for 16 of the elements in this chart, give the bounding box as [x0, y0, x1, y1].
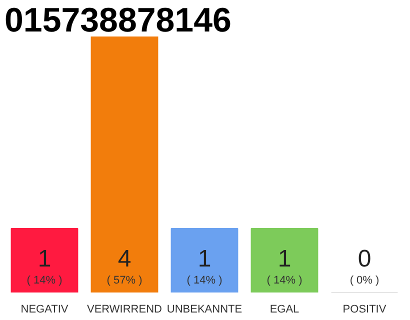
x-tick-label: VERWIRREND: [87, 304, 162, 316]
x-tick-label: NEGATIV: [20, 304, 69, 316]
annotation: ( 0% ): [350, 274, 380, 286]
annotation: ( 14% ): [266, 274, 302, 286]
annotation: ( 57% ): [106, 274, 142, 286]
x-tick-label: EGAL: [270, 304, 300, 316]
data-label: 0: [358, 246, 372, 272]
data-label: 1: [38, 246, 52, 272]
chart-title: 015738878146: [4, 2, 232, 40]
data-label: 1: [198, 246, 212, 272]
x-tick-label: UNBEKANNTE: [166, 304, 242, 316]
data-label: 1: [278, 246, 292, 272]
data-label: 4: [118, 246, 132, 272]
x-tick-label: POSITIV: [342, 304, 387, 316]
annotation: ( 14% ): [26, 274, 62, 286]
annotation: ( 14% ): [186, 274, 222, 286]
